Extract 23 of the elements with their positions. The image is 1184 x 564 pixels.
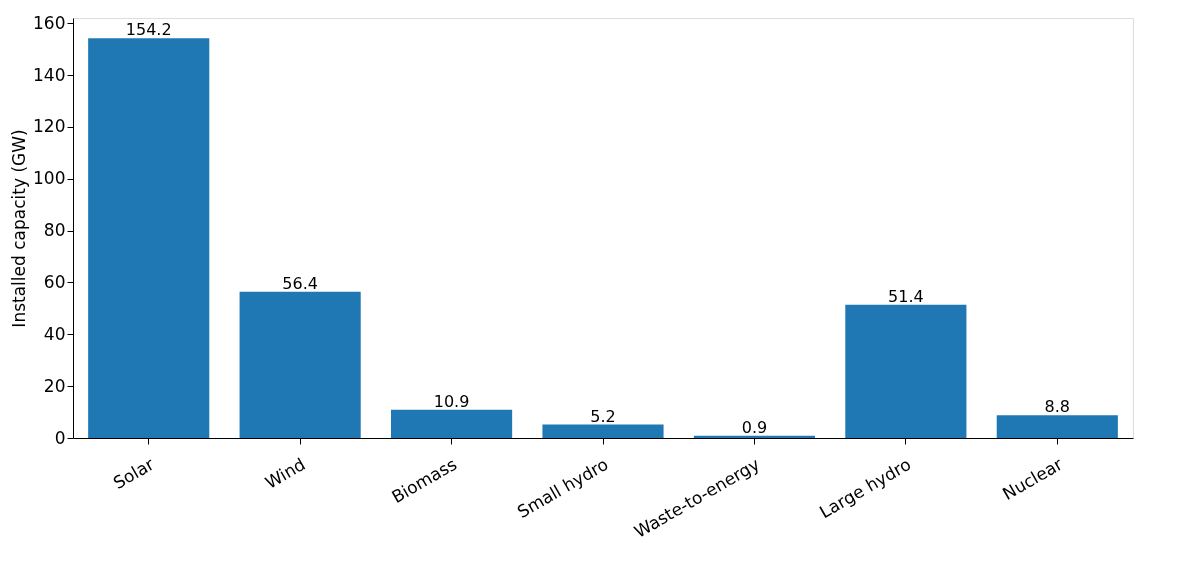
data-label: 8.8 [1044,397,1071,417]
y-tick-label: 0 [54,427,66,448]
data-label: 10.9 [433,391,470,411]
bar [542,424,664,438]
bar [391,409,513,438]
y-tick-label: 80 [43,220,66,241]
y-axis-title: Installed capacity (GW) [9,129,30,328]
data-label: 154.2 [125,20,172,40]
y-tick-label: 120 [33,116,66,137]
bar [88,38,210,438]
data-label: 0.9 [741,417,768,437]
y-tick-label: 20 [43,375,66,396]
y-tick-label: 160 [33,12,66,33]
y-tick-label: 100 [33,168,66,189]
data-label: 5.2 [590,406,616,426]
data-label: 56.4 [282,273,318,293]
y-tick-label: 60 [43,271,66,292]
bar [845,304,967,438]
bar [996,415,1118,438]
y-tick-label: 140 [33,64,66,85]
data-label: 51.4 [888,286,924,306]
y-tick-label: 40 [43,323,66,344]
bar [239,291,361,438]
